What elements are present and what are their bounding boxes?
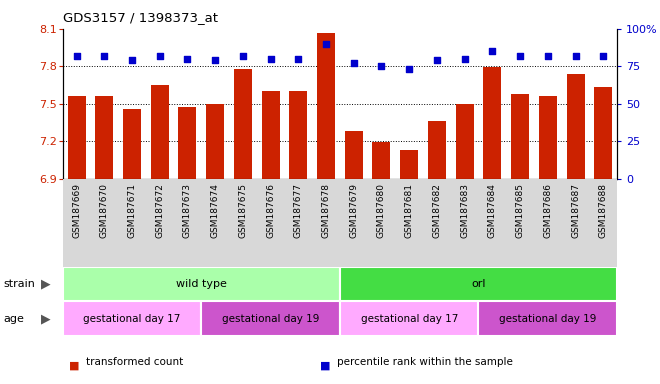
Bar bbox=[63, 267, 340, 301]
Point bbox=[432, 57, 442, 63]
Text: age: age bbox=[3, 314, 24, 324]
Point bbox=[321, 41, 331, 47]
Bar bbox=[340, 301, 478, 336]
Bar bbox=[234, 69, 252, 179]
Point bbox=[376, 63, 387, 70]
Bar bbox=[511, 94, 529, 179]
Bar bbox=[63, 301, 201, 336]
Text: GSM187687: GSM187687 bbox=[571, 183, 580, 238]
Text: GSM187681: GSM187681 bbox=[405, 183, 414, 238]
Text: transformed count: transformed count bbox=[86, 357, 183, 367]
Text: GSM187670: GSM187670 bbox=[100, 183, 109, 238]
Text: ■: ■ bbox=[320, 361, 331, 371]
Point bbox=[154, 53, 165, 59]
Text: GSM187674: GSM187674 bbox=[211, 183, 220, 238]
Bar bbox=[566, 74, 585, 179]
Point bbox=[515, 53, 525, 59]
Bar bbox=[594, 88, 612, 179]
Text: ■: ■ bbox=[69, 361, 80, 371]
Point bbox=[71, 53, 82, 59]
Text: wild type: wild type bbox=[176, 279, 227, 289]
Point bbox=[210, 57, 220, 63]
Text: ▶: ▶ bbox=[42, 278, 51, 291]
Point bbox=[487, 48, 498, 54]
Text: GSM187680: GSM187680 bbox=[377, 183, 386, 238]
Bar bbox=[317, 33, 335, 179]
Text: GSM187684: GSM187684 bbox=[488, 183, 497, 238]
Bar bbox=[478, 301, 617, 336]
Text: GSM187672: GSM187672 bbox=[155, 183, 164, 238]
Bar bbox=[289, 91, 308, 179]
Point bbox=[238, 53, 248, 59]
Text: percentile rank within the sample: percentile rank within the sample bbox=[337, 357, 512, 367]
Point bbox=[265, 56, 276, 62]
Text: GSM187683: GSM187683 bbox=[460, 183, 469, 238]
Text: GSM187679: GSM187679 bbox=[349, 183, 358, 238]
Bar bbox=[345, 131, 363, 179]
Text: strain: strain bbox=[3, 279, 35, 289]
Text: GSM187686: GSM187686 bbox=[543, 183, 552, 238]
Bar bbox=[67, 96, 86, 179]
Bar bbox=[340, 267, 617, 301]
Point bbox=[570, 53, 581, 59]
Text: gestational day 17: gestational day 17 bbox=[83, 314, 181, 324]
Bar bbox=[261, 91, 280, 179]
Text: GSM187676: GSM187676 bbox=[266, 183, 275, 238]
Bar bbox=[372, 142, 391, 179]
Bar bbox=[483, 68, 502, 179]
Text: GSM187682: GSM187682 bbox=[432, 183, 442, 238]
Point bbox=[404, 66, 414, 72]
Point bbox=[348, 60, 359, 66]
Text: GSM187669: GSM187669 bbox=[72, 183, 81, 238]
Point bbox=[543, 53, 553, 59]
Bar bbox=[455, 104, 474, 179]
Text: GSM187671: GSM187671 bbox=[127, 183, 137, 238]
Bar bbox=[400, 150, 418, 179]
Bar bbox=[206, 104, 224, 179]
Text: GSM187685: GSM187685 bbox=[515, 183, 525, 238]
Text: gestational day 19: gestational day 19 bbox=[499, 314, 597, 324]
Text: GSM187678: GSM187678 bbox=[321, 183, 331, 238]
Text: GSM187675: GSM187675 bbox=[238, 183, 248, 238]
Text: ▶: ▶ bbox=[42, 312, 51, 325]
Text: orl: orl bbox=[471, 279, 486, 289]
Bar bbox=[539, 96, 557, 179]
Point bbox=[182, 56, 193, 62]
Text: GSM187688: GSM187688 bbox=[599, 183, 608, 238]
Text: GSM187677: GSM187677 bbox=[294, 183, 303, 238]
Point bbox=[127, 57, 137, 63]
Point bbox=[598, 53, 609, 59]
Text: gestational day 17: gestational day 17 bbox=[360, 314, 458, 324]
Point bbox=[99, 53, 110, 59]
Text: GDS3157 / 1398373_at: GDS3157 / 1398373_at bbox=[63, 11, 218, 24]
Text: gestational day 19: gestational day 19 bbox=[222, 314, 319, 324]
Bar bbox=[428, 121, 446, 179]
Text: GSM187673: GSM187673 bbox=[183, 183, 192, 238]
Bar bbox=[150, 85, 169, 179]
Point bbox=[459, 56, 470, 62]
Bar bbox=[178, 108, 197, 179]
Point bbox=[293, 56, 304, 62]
Bar bbox=[123, 109, 141, 179]
Bar bbox=[95, 96, 114, 179]
Bar bbox=[201, 301, 340, 336]
